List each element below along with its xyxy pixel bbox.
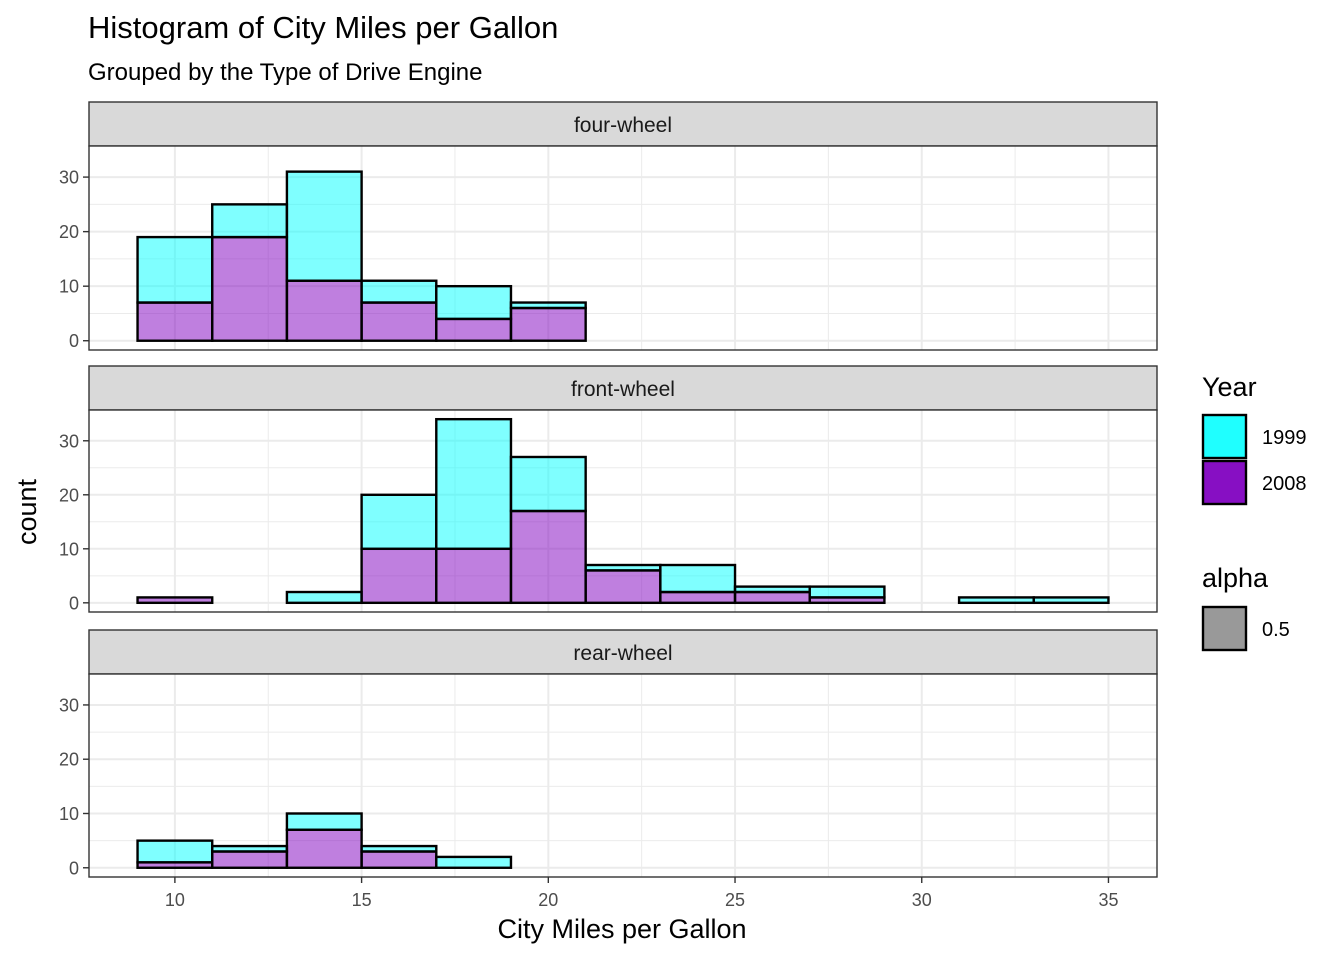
- y-tick-label: 30: [59, 168, 79, 188]
- bar-2008-four-wheel-bin-3: [360, 301, 438, 342]
- x-tick-label: 30: [912, 890, 932, 910]
- bar-1999-rear-wheel-bin-3: [360, 844, 438, 853]
- bar-1999-front-wheel-bin-11: [957, 596, 1035, 605]
- bar-1999-four-wheel-bin-4: [435, 284, 513, 321]
- y-tick-label: 0: [69, 593, 79, 613]
- facet-strip: [88, 101, 1158, 147]
- x-tick-label: 35: [1098, 890, 1118, 910]
- bar-1999-rear-wheel-bin-0: [136, 839, 214, 864]
- y-tick-label: 10: [59, 539, 79, 559]
- bar-2008-four-wheel-bin-1: [211, 235, 289, 342]
- legend-key-alpha: [1201, 605, 1248, 652]
- bar-2008-front-wheel-bin-3: [360, 547, 438, 605]
- legend-key-2008: [1201, 459, 1248, 506]
- bar-2008-rear-wheel-bin-2: [285, 828, 363, 869]
- legend-label-alpha: 0.5: [1262, 619, 1290, 641]
- y-tick-label: 30: [59, 431, 79, 451]
- x-axis: 10 15 20 25 30 35: [165, 877, 1118, 910]
- bar-1999-four-wheel-bin-5: [509, 301, 587, 310]
- y-tick-label: 0: [69, 331, 79, 351]
- bar-1999-front-wheel-bin-7: [659, 563, 737, 594]
- panel-border: [88, 673, 1158, 878]
- bar-1999-front-wheel-bin-6: [584, 563, 662, 572]
- bar-2008-front-wheel-bin-0: [136, 596, 214, 605]
- bar-1999-four-wheel-bin-1: [211, 203, 289, 239]
- y-axis-title: count: [12, 478, 42, 545]
- bar-1999-front-wheel-bin-2: [285, 590, 363, 605]
- legend-title-year: Year: [1202, 372, 1257, 402]
- x-tick-label: 10: [165, 890, 185, 910]
- bar-2008-front-wheel-bin-5: [509, 509, 587, 605]
- bar-1999-front-wheel-bin-3: [360, 493, 438, 551]
- bar-2008-four-wheel-bin-5: [509, 306, 587, 342]
- legend-label-2008: 2008: [1262, 473, 1307, 495]
- bar-2008-front-wheel-bin-8: [733, 590, 811, 605]
- bar-1999-rear-wheel-bin-1: [211, 844, 289, 853]
- bar-1999-rear-wheel-bin-2: [285, 812, 363, 831]
- bar-1999-four-wheel-bin-0: [136, 235, 214, 304]
- y-tick-label: 20: [59, 485, 79, 505]
- x-tick-label: 20: [538, 890, 558, 910]
- y-tick-label: 20: [59, 222, 79, 242]
- bar-2008-front-wheel-bin-6: [584, 569, 662, 605]
- x-tick-label: 25: [725, 890, 745, 910]
- legend: Year 1999 2008 alpha 0.5: [1201, 372, 1307, 652]
- bar-2008-front-wheel-bin-4: [435, 547, 513, 605]
- legend-label-1999: 1999: [1262, 427, 1307, 449]
- facet-panel-rear-wheel: rear-wheel 0 10 20 30: [59, 629, 1158, 878]
- panel-border: [88, 409, 1158, 613]
- bar-2008-front-wheel-bin-7: [659, 590, 737, 605]
- y-tick-label: 20: [59, 750, 79, 770]
- x-axis-title: City Miles per Gallon: [497, 914, 746, 944]
- facet-strip-label: rear-wheel: [573, 642, 672, 665]
- y-tick-label: 0: [69, 858, 79, 878]
- y-tick-label: 10: [59, 804, 79, 824]
- y-tick-label: 10: [59, 277, 79, 297]
- bar-1999-rear-wheel-bin-4: [435, 855, 513, 869]
- x-tick-label: 15: [352, 890, 372, 910]
- facet-strip: [88, 365, 1158, 411]
- facet-panel-front-wheel: front-wheel 0 10 20 30: [59, 365, 1158, 613]
- legend-key-1999: [1201, 413, 1248, 460]
- legend-title-alpha: alpha: [1202, 563, 1269, 593]
- bar-1999-front-wheel-bin-12: [1032, 596, 1110, 605]
- bar-1999-four-wheel-bin-2: [285, 170, 363, 282]
- facet-panel-four-wheel: four-wheel 0 10 20 30: [59, 101, 1158, 351]
- bar-1999-front-wheel-bin-4: [435, 417, 513, 551]
- facet-strip-label: front-wheel: [571, 378, 675, 401]
- bar-2008-four-wheel-bin-2: [285, 279, 363, 342]
- bar-1999-front-wheel-bin-5: [509, 455, 587, 513]
- bar-1999-front-wheel-bin-8: [733, 585, 811, 594]
- bar-2008-rear-wheel-bin-1: [211, 850, 289, 869]
- panel-border: [88, 145, 1158, 351]
- facet-strip: [88, 629, 1158, 675]
- facet-strip-label: four-wheel: [574, 114, 672, 137]
- y-tick-label: 30: [59, 695, 79, 715]
- panel-background: [89, 674, 1157, 877]
- bar-2008-four-wheel-bin-4: [435, 317, 513, 342]
- chart-title: Histogram of City Miles per Gallon: [88, 10, 558, 45]
- chart-subtitle: Grouped by the Type of Drive Engine: [88, 59, 482, 86]
- bar-2008-rear-wheel-bin-3: [360, 850, 438, 869]
- bar-1999-four-wheel-bin-3: [360, 279, 438, 304]
- bar-1999-front-wheel-bin-9: [808, 585, 886, 599]
- bar-2008-four-wheel-bin-0: [136, 301, 214, 342]
- facet-panels: four-wheel0102030front-wheel0102030rear-…: [59, 101, 1158, 878]
